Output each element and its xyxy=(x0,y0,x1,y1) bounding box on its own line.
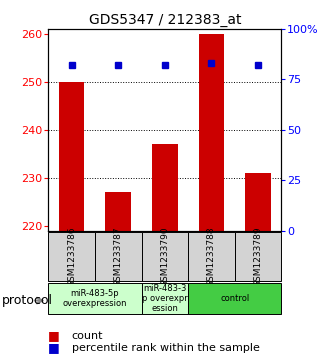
Bar xyxy=(245,173,271,231)
Bar xyxy=(142,232,188,281)
Text: control: control xyxy=(220,294,249,303)
Bar xyxy=(188,283,281,314)
Text: protocol: protocol xyxy=(2,294,53,307)
Bar xyxy=(48,232,95,281)
Bar xyxy=(95,232,142,281)
Text: percentile rank within the sample: percentile rank within the sample xyxy=(72,343,259,353)
Text: ■: ■ xyxy=(48,341,60,354)
Text: GSM1233787: GSM1233787 xyxy=(114,227,123,287)
Bar xyxy=(188,232,235,281)
Text: miR-483-5p
overexpression: miR-483-5p overexpression xyxy=(63,289,127,308)
Text: miR-483-3
p overexpr
ession: miR-483-3 p overexpr ession xyxy=(142,284,188,314)
Bar xyxy=(59,82,85,231)
Text: GSM1233790: GSM1233790 xyxy=(160,227,169,287)
Bar xyxy=(152,144,178,231)
Text: GSM1233786: GSM1233786 xyxy=(67,227,76,287)
Bar xyxy=(142,283,188,314)
Text: GSM1233789: GSM1233789 xyxy=(253,227,263,287)
Bar xyxy=(105,192,131,231)
Bar xyxy=(235,232,281,281)
Text: GSM1233788: GSM1233788 xyxy=(207,227,216,287)
Bar xyxy=(198,34,224,231)
Title: GDS5347 / 212383_at: GDS5347 / 212383_at xyxy=(89,13,241,26)
Bar xyxy=(48,283,142,314)
Text: count: count xyxy=(72,331,103,341)
Text: ■: ■ xyxy=(48,329,60,342)
